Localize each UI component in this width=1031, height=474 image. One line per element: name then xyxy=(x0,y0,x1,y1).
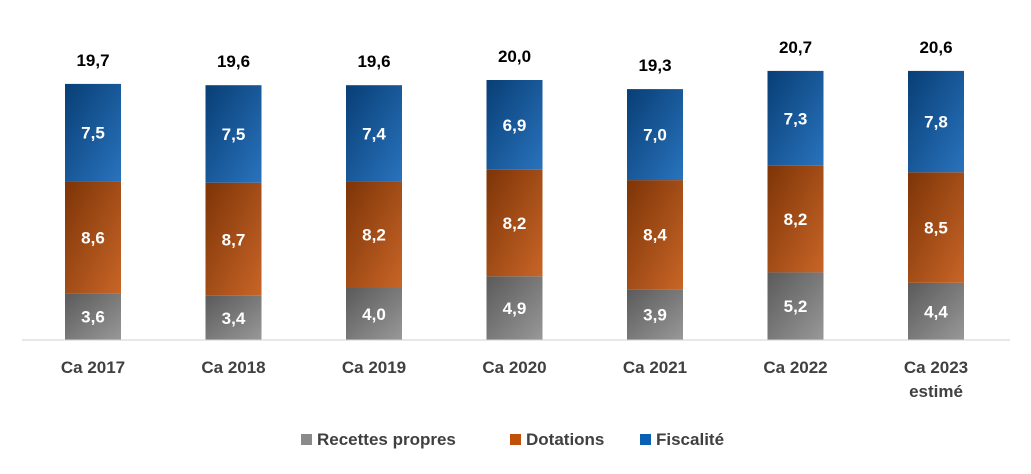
x-tick-label: Ca 2019 xyxy=(342,358,406,377)
bar-segment-recettes-propres xyxy=(627,289,683,340)
legend-label: Dotations xyxy=(526,430,604,449)
legend-label: Fiscalité xyxy=(656,430,724,449)
bar-segment-dotations xyxy=(65,181,121,294)
bar-segment-dotations xyxy=(205,182,262,296)
segment-value-label: 4,0 xyxy=(362,305,386,324)
total-value-label: 20,7 xyxy=(779,38,812,57)
segment-value-label: 3,9 xyxy=(643,306,667,325)
segment-value-label: 7,5 xyxy=(81,124,105,143)
segment-value-label: 8,2 xyxy=(362,226,386,245)
x-tick-label: Ca 2023 xyxy=(904,358,968,377)
bar-segment-recettes-propres xyxy=(65,293,121,340)
bar-segment-fiscalit- xyxy=(767,70,824,166)
x-tick-label: Ca 2021 xyxy=(623,358,687,377)
bar-segment-dotations xyxy=(486,169,543,277)
segment-value-label: 8,5 xyxy=(924,219,948,238)
bar-segment-recettes-propres xyxy=(205,295,262,340)
segment-value-label: 8,4 xyxy=(643,226,667,245)
bar-segment-fiscalit- xyxy=(486,80,543,170)
total-value-label: 19,3 xyxy=(638,56,671,75)
bar-segment-recettes-propres xyxy=(346,288,402,340)
segment-value-label: 3,6 xyxy=(81,308,105,327)
segment-value-label: 4,9 xyxy=(503,299,527,318)
legend: Recettes propres Dotations Fiscalité xyxy=(301,430,724,449)
bar-segment-dotations xyxy=(908,172,964,283)
bars-layer: 3,6 8,6 7,5 19,7 3,4 8,7 7,5 19,6 4,0 8,2 7,4 19,6 4… xyxy=(65,38,964,340)
total-value-label: 20,0 xyxy=(498,47,531,66)
segment-value-label: 7,5 xyxy=(222,125,246,144)
bar-segment-dotations xyxy=(346,181,402,288)
segment-value-label: 7,8 xyxy=(924,113,948,132)
x-tick-label: Ca 2017 xyxy=(61,358,125,377)
segment-value-label: 8,6 xyxy=(81,228,105,247)
x-tick-label: estimé xyxy=(909,382,963,401)
total-value-label: 19,7 xyxy=(76,51,109,70)
x-tick-labels: Ca 2017 Ca 2018 Ca 2019 Ca 2020 Ca 2021 Ca 20… xyxy=(61,358,968,401)
legend-swatch xyxy=(640,434,651,445)
segment-value-label: 7,3 xyxy=(784,109,808,128)
total-value-label: 20,6 xyxy=(919,38,952,57)
total-value-label: 19,6 xyxy=(357,52,390,71)
segment-value-label: 7,0 xyxy=(643,126,667,145)
total-value-label: 19,6 xyxy=(217,52,250,71)
legend-swatch xyxy=(510,434,521,445)
bar-segment-fiscalit- xyxy=(205,85,262,183)
segment-value-label: 8,2 xyxy=(503,214,527,233)
x-tick-label: Ca 2022 xyxy=(763,358,827,377)
segment-value-label: 8,7 xyxy=(222,230,246,249)
segment-value-label: 6,9 xyxy=(503,116,527,135)
bar-segment-recettes-propres xyxy=(908,282,964,340)
legend-swatch xyxy=(301,434,312,445)
bar-segment-fiscalit- xyxy=(627,89,683,181)
legend-label: Recettes propres xyxy=(317,430,456,449)
x-tick-label: Ca 2018 xyxy=(201,358,265,377)
segment-value-label: 3,4 xyxy=(222,309,246,328)
segment-value-label: 4,4 xyxy=(924,302,948,321)
bar-segment-dotations xyxy=(767,165,824,273)
bar-segment-dotations xyxy=(627,180,683,290)
bar-segment-fiscalit- xyxy=(908,70,964,173)
bar-segment-recettes-propres xyxy=(767,272,824,340)
bar-segment-fiscalit- xyxy=(65,83,121,182)
segment-value-label: 8,2 xyxy=(784,210,808,229)
bar-segment-recettes-propres xyxy=(486,276,543,340)
segment-value-label: 5,2 xyxy=(784,297,808,316)
x-tick-label: Ca 2020 xyxy=(482,358,546,377)
segment-value-label: 7,4 xyxy=(362,124,386,143)
bar-segment-fiscalit- xyxy=(346,85,402,182)
